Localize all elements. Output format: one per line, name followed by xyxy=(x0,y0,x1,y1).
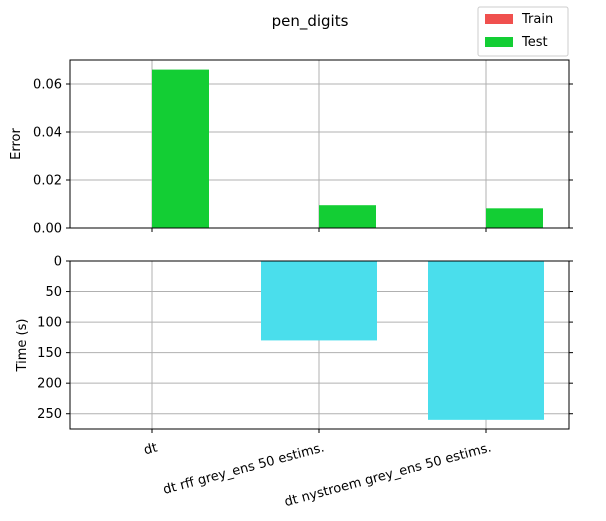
category-label: dt xyxy=(142,440,159,458)
error-ytick-label: 0.00 xyxy=(33,222,62,237)
error-ylabel: Error xyxy=(9,128,24,160)
time-ytick-label: 50 xyxy=(45,285,62,300)
error-ytick-label: 0.02 xyxy=(33,174,62,189)
legend-swatch-train xyxy=(485,14,513,24)
time-ylabel: Time (s) xyxy=(15,319,30,373)
chart-title: pen_digits xyxy=(272,12,349,31)
time-bar xyxy=(261,261,377,341)
error-bar-test xyxy=(152,69,209,228)
time-ytick-label: 0 xyxy=(54,255,62,270)
error-bar-test xyxy=(486,208,543,228)
time-ytick-label: 100 xyxy=(37,316,62,331)
legend-swatch-test xyxy=(485,37,513,47)
error-bar-test xyxy=(319,205,376,228)
legend-label-train: Train xyxy=(521,12,553,27)
time-ytick-label: 200 xyxy=(37,377,62,392)
time-bar xyxy=(428,261,544,420)
legend: Train Test xyxy=(477,6,569,57)
time-ytick-label: 250 xyxy=(37,407,62,422)
time-ytick-label: 150 xyxy=(37,346,62,361)
error-ytick-label: 0.04 xyxy=(33,126,62,141)
error-panel: 0.00 0.02 0.04 0.06 Error xyxy=(9,59,573,237)
legend-label-test: Test xyxy=(521,35,548,50)
error-ytick-label: 0.06 xyxy=(33,78,62,93)
